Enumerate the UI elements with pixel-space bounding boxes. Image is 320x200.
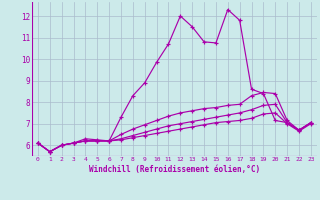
- X-axis label: Windchill (Refroidissement éolien,°C): Windchill (Refroidissement éolien,°C): [89, 165, 260, 174]
